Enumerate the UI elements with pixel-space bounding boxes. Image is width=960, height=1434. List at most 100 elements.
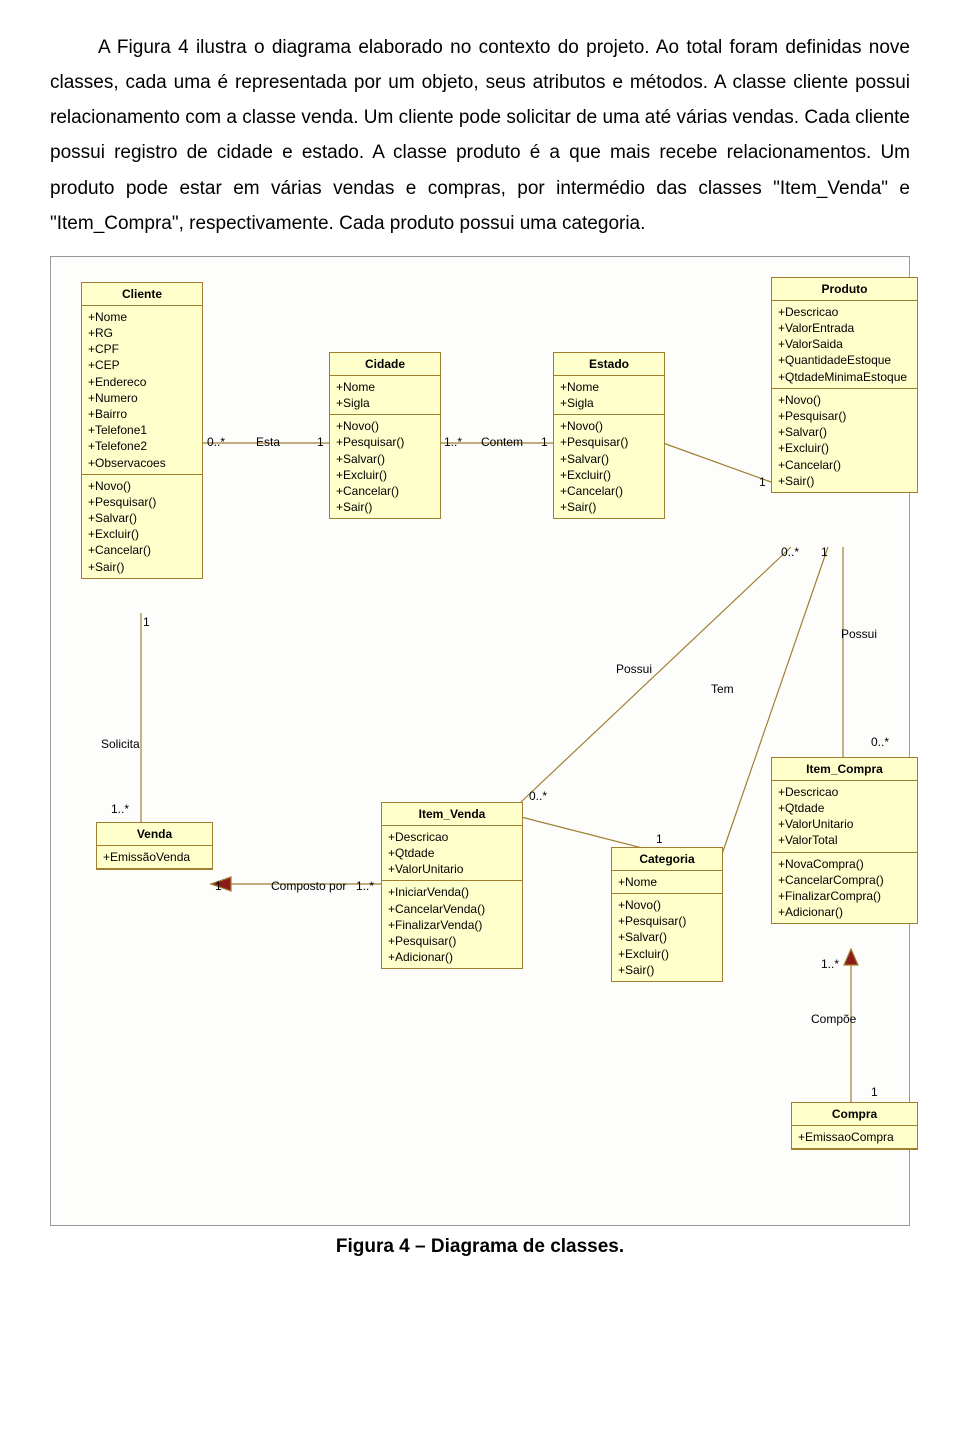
uml-operation: +Salvar()	[336, 451, 434, 467]
uml-attribute: +Sigla	[560, 395, 658, 411]
uml-class-title: Venda	[97, 823, 212, 846]
uml-attribute: +Nome	[88, 309, 196, 325]
uml-attribute: +Nome	[336, 379, 434, 395]
uml-class-title: Item_Compra	[772, 758, 917, 781]
uml-class-title: Item_Venda	[382, 803, 522, 826]
uml-operation: +Salvar()	[618, 929, 716, 945]
uml-class-cliente: Cliente+Nome+RG+CPF+CEP+Endereco+Numero+…	[81, 282, 203, 579]
uml-attributes: +Nome+Sigla	[554, 376, 664, 415]
uml-attribute: +Sigla	[336, 395, 434, 411]
uml-class-item_venda: Item_Venda+Descricao+Qtdade+ValorUnitari…	[381, 802, 523, 970]
uml-attribute: +Descricao	[388, 829, 516, 845]
uml-operation: +Pesquisar()	[388, 933, 516, 949]
uml-attributes: +Descricao+ValorEntrada+ValorSaida+Quant…	[772, 301, 917, 389]
association-label: 1..*	[356, 879, 374, 893]
uml-operation: +Sair()	[336, 499, 434, 515]
uml-operation: +FinalizarCompra()	[778, 888, 911, 904]
uml-attribute: +Telefone1	[88, 422, 196, 438]
intro-paragraph: A Figura 4 ilustra o diagrama elaborado …	[50, 30, 910, 241]
uml-diagram: Cliente+Nome+RG+CPF+CEP+Endereco+Numero+…	[50, 256, 910, 1226]
uml-attribute: +Qtdade	[388, 845, 516, 861]
association-label: Solicita	[101, 737, 140, 751]
uml-operation: +Pesquisar()	[778, 408, 911, 424]
uml-operations: +NovaCompra()+CancelarCompra()+Finalizar…	[772, 853, 917, 924]
uml-operation: +Sair()	[778, 473, 911, 489]
association-label: 1	[871, 1085, 878, 1099]
uml-attributes: +Nome	[612, 871, 722, 894]
uml-attribute: +CPF	[88, 341, 196, 357]
uml-attribute: +ValorUnitario	[388, 861, 516, 877]
uml-operation: +Excluir()	[618, 946, 716, 962]
uml-operation: +Pesquisar()	[618, 913, 716, 929]
uml-operation: +Salvar()	[560, 451, 658, 467]
association-label: 0..*	[781, 545, 799, 559]
figure-caption: Figura 4 – Diagrama de classes.	[50, 1236, 910, 1258]
uml-attributes: +EmissaoCompra	[792, 1126, 917, 1149]
association-label: 1	[656, 832, 663, 846]
association-label: 1..*	[821, 957, 839, 971]
association-label: Compõe	[811, 1012, 856, 1026]
uml-attribute: +RG	[88, 325, 196, 341]
uml-class-title: Compra	[792, 1103, 917, 1126]
uml-attributes: +Nome+RG+CPF+CEP+Endereco+Numero+Bairro+…	[82, 306, 202, 475]
uml-class-item_compra: Item_Compra+Descricao+Qtdade+ValorUnitar…	[771, 757, 918, 925]
association-label: 1..*	[111, 802, 129, 816]
uml-operation: +CancelarVenda()	[388, 901, 516, 917]
uml-operation: +Excluir()	[88, 526, 196, 542]
uml-attributes: +Descricao+Qtdade+ValorUnitario+ValorTot…	[772, 781, 917, 853]
association-label: 0..*	[529, 789, 547, 803]
uml-operation: +Salvar()	[778, 424, 911, 440]
uml-attribute: +Descricao	[778, 784, 911, 800]
uml-attribute: +Nome	[618, 874, 716, 890]
uml-operation: +Excluir()	[336, 467, 434, 483]
uml-operations: +Novo()+Pesquisar()+Salvar()+Excluir()+C…	[772, 389, 917, 492]
uml-attribute: +Nome	[560, 379, 658, 395]
association-label: Possui	[616, 662, 652, 676]
uml-attribute: +CEP	[88, 357, 196, 373]
uml-attributes: +EmissãoVenda	[97, 846, 212, 869]
uml-operation: +Pesquisar()	[560, 434, 658, 450]
uml-class-title: Estado	[554, 353, 664, 376]
uml-attributes: +Descricao+Qtdade+ValorUnitario	[382, 826, 522, 882]
uml-attribute: +Descricao	[778, 304, 911, 320]
association-label: 1	[821, 545, 828, 559]
association-label: Tem	[711, 682, 734, 696]
uml-class-venda: Venda+EmissãoVenda	[96, 822, 213, 870]
uml-operations: +Novo()+Pesquisar()+Salvar()+Excluir()+C…	[82, 475, 202, 578]
association-label: Esta	[256, 435, 280, 449]
association-label: 1..*	[444, 435, 462, 449]
uml-operation: +Novo()	[336, 418, 434, 434]
association-label: 1	[541, 435, 548, 449]
uml-class-compra: Compra+EmissaoCompra	[791, 1102, 918, 1150]
uml-operation: +Excluir()	[778, 440, 911, 456]
uml-operation: +Salvar()	[88, 510, 196, 526]
uml-operation: +Sair()	[618, 962, 716, 978]
uml-attribute: +QtdadeMinimaEstoque	[778, 369, 911, 385]
uml-operation: +Cancelar()	[88, 542, 196, 558]
association-label: Possui	[841, 627, 877, 641]
association-label: 1	[317, 435, 324, 449]
association-label: 1	[215, 879, 222, 893]
uml-operation: +Adicionar()	[778, 904, 911, 920]
uml-operation: +IniciarVenda()	[388, 884, 516, 900]
uml-operation: +FinalizarVenda()	[388, 917, 516, 933]
uml-operation: +Cancelar()	[778, 457, 911, 473]
uml-operations: +Novo()+Pesquisar()+Salvar()+Excluir()+C…	[554, 415, 664, 518]
association-label: Contem	[481, 435, 523, 449]
uml-class-title: Cidade	[330, 353, 440, 376]
uml-operation: +Novo()	[618, 897, 716, 913]
association-label: 1	[143, 615, 150, 629]
association-label: Composto por	[271, 879, 346, 893]
uml-operations: +Novo()+Pesquisar()+Salvar()+Excluir()+S…	[612, 894, 722, 981]
uml-operation: +Novo()	[560, 418, 658, 434]
uml-operation: +NovaCompra()	[778, 856, 911, 872]
uml-operation: +Cancelar()	[336, 483, 434, 499]
uml-operation: +Sair()	[560, 499, 658, 515]
uml-operation: +Novo()	[88, 478, 196, 494]
uml-class-title: Cliente	[82, 283, 202, 306]
uml-attribute: +Numero	[88, 390, 196, 406]
uml-attribute: +ValorSaida	[778, 336, 911, 352]
uml-operations: +IniciarVenda()+CancelarVenda()+Finaliza…	[382, 881, 522, 968]
uml-operation: +Novo()	[778, 392, 911, 408]
uml-attribute: +ValorTotal	[778, 832, 911, 848]
